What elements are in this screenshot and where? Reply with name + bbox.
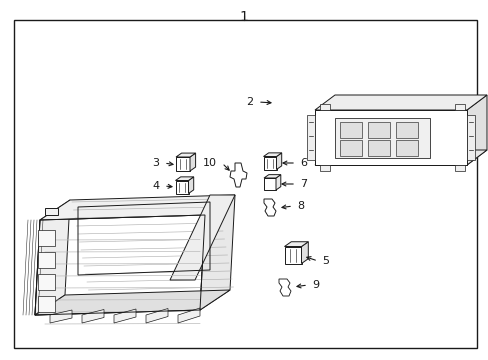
- Text: 1: 1: [239, 10, 248, 24]
- Polygon shape: [276, 153, 281, 170]
- Text: 8: 8: [297, 201, 304, 211]
- Bar: [263, 157, 276, 170]
- Polygon shape: [284, 242, 307, 247]
- Polygon shape: [40, 195, 235, 220]
- Polygon shape: [35, 200, 70, 315]
- Polygon shape: [466, 115, 474, 160]
- Bar: [175, 180, 188, 194]
- Polygon shape: [175, 177, 193, 180]
- Polygon shape: [146, 309, 168, 323]
- Bar: [334, 118, 429, 158]
- Text: 10: 10: [203, 158, 217, 168]
- Polygon shape: [264, 175, 280, 178]
- Bar: [395, 122, 417, 138]
- Text: 9: 9: [312, 280, 319, 290]
- Polygon shape: [279, 279, 290, 296]
- Bar: [339, 140, 361, 156]
- Polygon shape: [35, 215, 204, 315]
- Polygon shape: [314, 95, 486, 110]
- Text: 6: 6: [300, 158, 307, 168]
- Polygon shape: [50, 310, 72, 323]
- Polygon shape: [35, 290, 229, 315]
- Polygon shape: [45, 208, 58, 215]
- Bar: [454, 165, 464, 171]
- Polygon shape: [306, 115, 314, 160]
- Bar: [367, 122, 389, 138]
- Text: 7: 7: [300, 179, 307, 189]
- Text: 4: 4: [152, 181, 159, 191]
- Polygon shape: [264, 199, 275, 216]
- Polygon shape: [314, 150, 486, 165]
- Polygon shape: [263, 153, 281, 157]
- Polygon shape: [38, 252, 55, 268]
- Bar: [319, 165, 329, 171]
- Bar: [367, 140, 389, 156]
- Text: 2: 2: [246, 97, 253, 107]
- Polygon shape: [229, 163, 246, 187]
- Bar: [395, 140, 417, 156]
- Text: 5: 5: [322, 256, 329, 266]
- Polygon shape: [38, 230, 55, 246]
- Bar: [319, 104, 329, 110]
- Polygon shape: [466, 95, 486, 165]
- Polygon shape: [114, 309, 136, 323]
- Bar: [264, 178, 275, 190]
- Polygon shape: [176, 153, 195, 157]
- Text: 3: 3: [152, 158, 159, 168]
- Bar: [454, 104, 464, 110]
- Bar: [284, 247, 301, 264]
- Polygon shape: [38, 296, 55, 312]
- Polygon shape: [275, 175, 280, 190]
- Polygon shape: [301, 242, 307, 264]
- Bar: [339, 122, 361, 138]
- Bar: [176, 157, 190, 171]
- Polygon shape: [38, 274, 55, 290]
- Polygon shape: [314, 110, 466, 165]
- Polygon shape: [200, 195, 235, 310]
- Polygon shape: [82, 310, 104, 323]
- Polygon shape: [190, 153, 195, 171]
- Polygon shape: [170, 195, 235, 280]
- Polygon shape: [188, 177, 193, 194]
- Polygon shape: [178, 308, 200, 323]
- Polygon shape: [314, 110, 466, 165]
